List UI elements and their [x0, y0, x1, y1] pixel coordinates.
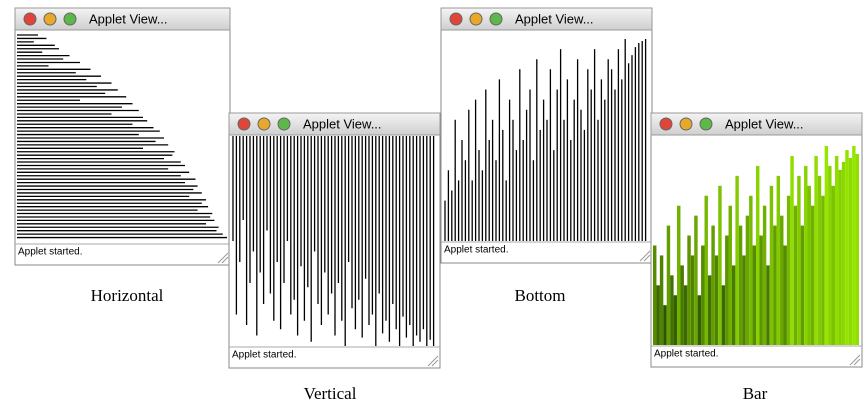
bar [808, 186, 811, 345]
window-button[interactable] [450, 13, 462, 25]
bar [660, 255, 663, 345]
bar [811, 206, 814, 345]
bar [735, 176, 738, 345]
bar [749, 196, 752, 345]
bar [835, 156, 838, 345]
bar [821, 196, 824, 345]
status-text: Applet started. [18, 247, 82, 258]
bar [715, 255, 718, 345]
window-button[interactable] [700, 118, 712, 130]
bar [698, 295, 701, 345]
window-button[interactable] [680, 118, 692, 130]
window [15, 8, 230, 265]
bar [814, 156, 817, 345]
bar [828, 166, 831, 345]
bar [722, 285, 725, 345]
page: {"windows": [ {"title": "Applet View..."… [0, 0, 865, 405]
bar [794, 206, 797, 345]
bar [677, 206, 680, 345]
window-button[interactable] [64, 13, 76, 25]
bar [766, 265, 769, 345]
window-button[interactable] [238, 118, 250, 130]
bar [849, 158, 852, 345]
bar [832, 186, 835, 345]
bar [739, 226, 742, 345]
window-button[interactable] [278, 118, 290, 130]
bar [790, 156, 793, 345]
bar [856, 154, 859, 345]
bar [787, 196, 790, 345]
bar [729, 206, 732, 345]
bar [674, 295, 677, 345]
bar [852, 146, 855, 345]
bar [783, 246, 786, 346]
bar [797, 176, 800, 345]
window-button[interactable] [24, 13, 36, 25]
status-text: Applet started. [654, 349, 718, 360]
bar [701, 246, 704, 346]
bar [705, 196, 708, 345]
bar [687, 236, 690, 345]
caption: Vertical [304, 384, 357, 403]
window-title: Applet View... [303, 116, 382, 131]
bar [777, 176, 780, 345]
bar [711, 226, 714, 345]
bar [801, 226, 804, 345]
bar [653, 246, 656, 346]
bar [838, 170, 841, 345]
status-text: Applet started. [444, 245, 508, 256]
bar [773, 226, 776, 345]
bar [780, 216, 783, 345]
window-button[interactable] [258, 118, 270, 130]
bar [753, 246, 756, 346]
window-button[interactable] [490, 13, 502, 25]
bar [770, 186, 773, 345]
bar [742, 255, 745, 345]
bar [680, 265, 683, 345]
bar [825, 146, 828, 345]
bar [694, 216, 697, 345]
window-title: Applet View... [725, 116, 804, 131]
bar [763, 206, 766, 345]
bar [842, 162, 845, 345]
bar [759, 236, 762, 345]
bar [670, 275, 673, 345]
screenshot: Applet View... Applet started. Horizontal A… [0, 0, 865, 405]
bar [684, 285, 687, 345]
bar [732, 265, 735, 345]
window-title: Applet View... [515, 11, 594, 26]
window-button[interactable] [660, 118, 672, 130]
window-button[interactable] [470, 13, 482, 25]
caption: Horizontal [91, 286, 164, 305]
bar [691, 255, 694, 345]
window-button[interactable] [44, 13, 56, 25]
bar [725, 236, 728, 345]
bar [718, 186, 721, 345]
bar [756, 166, 759, 345]
bar [845, 150, 848, 345]
bar [667, 226, 670, 345]
status-text: Applet started. [232, 350, 296, 361]
window-title: Applet View... [89, 11, 168, 26]
bar [818, 176, 821, 345]
bar [708, 275, 711, 345]
bar [663, 305, 666, 345]
bar [746, 216, 749, 345]
caption: Bar [743, 384, 768, 403]
bar [656, 285, 659, 345]
bar [804, 166, 807, 345]
caption: Bottom [514, 286, 565, 305]
